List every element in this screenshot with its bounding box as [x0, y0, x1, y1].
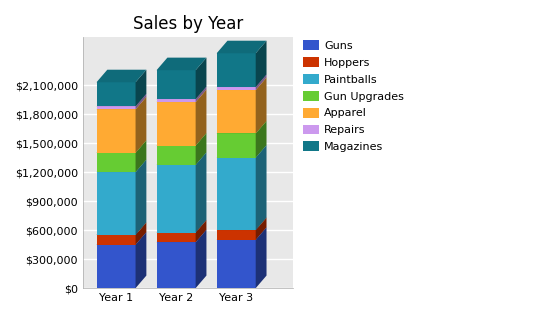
- Polygon shape: [96, 222, 146, 235]
- Polygon shape: [217, 158, 256, 230]
- Polygon shape: [157, 230, 206, 242]
- Title: Sales by Year: Sales by Year: [133, 15, 243, 33]
- Polygon shape: [157, 220, 206, 232]
- Polygon shape: [135, 160, 146, 235]
- Polygon shape: [96, 172, 135, 235]
- Polygon shape: [157, 152, 206, 165]
- Polygon shape: [157, 86, 206, 99]
- Polygon shape: [256, 74, 267, 90]
- Polygon shape: [196, 58, 206, 99]
- Polygon shape: [157, 102, 196, 146]
- Polygon shape: [196, 230, 206, 288]
- Polygon shape: [196, 90, 206, 146]
- Polygon shape: [217, 87, 256, 90]
- Polygon shape: [217, 230, 256, 240]
- Polygon shape: [96, 245, 135, 288]
- Polygon shape: [196, 220, 206, 242]
- Polygon shape: [135, 94, 146, 109]
- Polygon shape: [196, 133, 206, 165]
- Polygon shape: [135, 222, 146, 245]
- Polygon shape: [96, 140, 146, 153]
- Polygon shape: [157, 58, 206, 70]
- Polygon shape: [196, 152, 206, 232]
- Polygon shape: [157, 146, 196, 165]
- Polygon shape: [157, 133, 206, 146]
- Polygon shape: [157, 99, 196, 102]
- Polygon shape: [157, 232, 196, 242]
- Polygon shape: [217, 134, 256, 158]
- Polygon shape: [135, 232, 146, 288]
- Polygon shape: [157, 165, 196, 232]
- Polygon shape: [135, 97, 146, 153]
- Polygon shape: [217, 227, 267, 240]
- Polygon shape: [96, 107, 135, 109]
- Polygon shape: [135, 70, 146, 107]
- Polygon shape: [157, 242, 196, 288]
- Polygon shape: [256, 145, 267, 230]
- Polygon shape: [256, 121, 267, 158]
- Legend: Guns, Hoppers, Paintballs, Gun Upgrades, Apparel, Repairs, Magazines: Guns, Hoppers, Paintballs, Gun Upgrades,…: [301, 38, 406, 155]
- Polygon shape: [256, 78, 267, 134]
- Polygon shape: [96, 235, 135, 245]
- Polygon shape: [217, 121, 267, 134]
- Polygon shape: [96, 232, 146, 245]
- Polygon shape: [196, 86, 206, 102]
- Polygon shape: [96, 82, 135, 107]
- Polygon shape: [96, 97, 146, 109]
- Polygon shape: [256, 41, 267, 87]
- Polygon shape: [217, 74, 267, 87]
- Polygon shape: [96, 94, 146, 107]
- Polygon shape: [256, 227, 267, 288]
- Polygon shape: [157, 90, 206, 102]
- Polygon shape: [217, 218, 267, 230]
- Polygon shape: [157, 70, 196, 99]
- Polygon shape: [217, 145, 267, 158]
- Polygon shape: [256, 218, 267, 240]
- Polygon shape: [96, 70, 146, 82]
- Polygon shape: [135, 140, 146, 172]
- Polygon shape: [217, 240, 256, 288]
- Polygon shape: [217, 78, 267, 90]
- Polygon shape: [217, 53, 256, 87]
- Polygon shape: [217, 41, 267, 53]
- Polygon shape: [96, 109, 135, 153]
- Polygon shape: [96, 160, 146, 172]
- Polygon shape: [96, 153, 135, 172]
- Polygon shape: [217, 90, 256, 134]
